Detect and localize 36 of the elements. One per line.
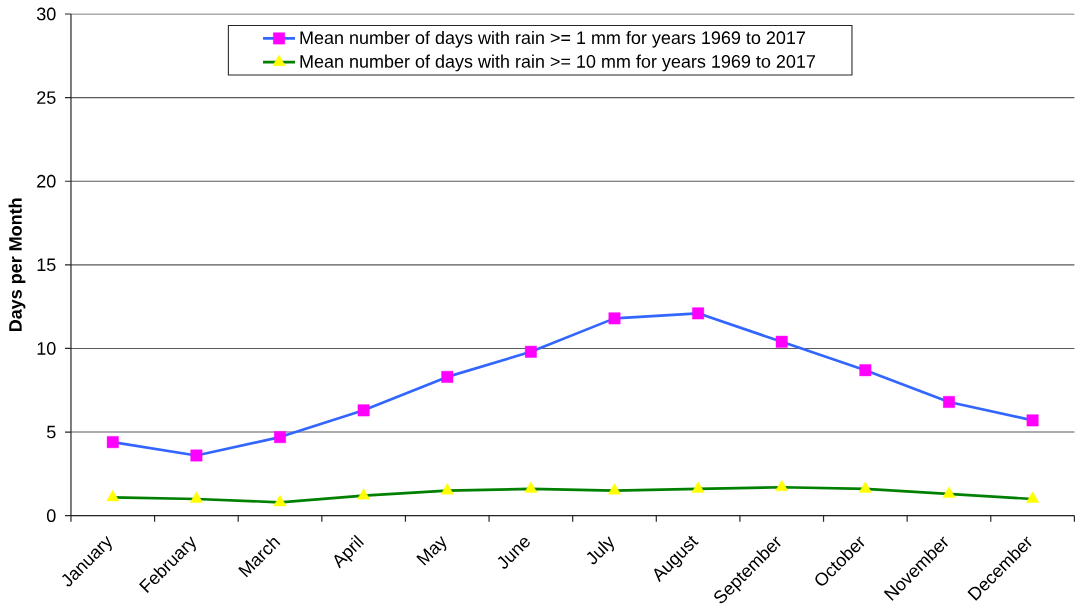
point (691, 481, 705, 493)
y-tick-label: 30 (36, 7, 56, 21)
point (608, 312, 621, 325)
legend-label: Mean number of days with rain >= 1 mm for years 1969 to 2017 (300, 31, 806, 48)
point (357, 488, 371, 500)
point (106, 490, 120, 502)
point (190, 449, 203, 462)
y-tick-label: 10 (37, 342, 56, 355)
point (692, 307, 705, 320)
x-tick-label: July (586, 536, 614, 565)
point (524, 346, 537, 358)
point (943, 396, 955, 409)
point (274, 431, 286, 444)
point (775, 480, 789, 492)
point (524, 481, 538, 493)
point (1026, 491, 1040, 503)
point (440, 483, 454, 495)
point (189, 491, 203, 503)
point (106, 436, 119, 449)
point (441, 371, 454, 383)
point (357, 404, 370, 417)
point (859, 364, 872, 377)
y-tick-label: 5 (46, 425, 56, 439)
y-tick-label: 25 (37, 91, 56, 105)
point (858, 481, 872, 493)
point (1026, 414, 1039, 427)
y-tick-label: 20 (37, 175, 56, 188)
legend-label: Mean number of days with rain >= 10 mm for years 1969 to 2017 (300, 54, 816, 72)
y-tick-label: 15 (37, 258, 56, 272)
y-tick-label: 0 (46, 509, 56, 523)
point (942, 486, 956, 498)
point (608, 483, 621, 495)
point (273, 495, 287, 507)
y-axis-title: Days per Month (8, 198, 26, 332)
x-tick-label: May (416, 536, 447, 566)
point (775, 336, 788, 348)
